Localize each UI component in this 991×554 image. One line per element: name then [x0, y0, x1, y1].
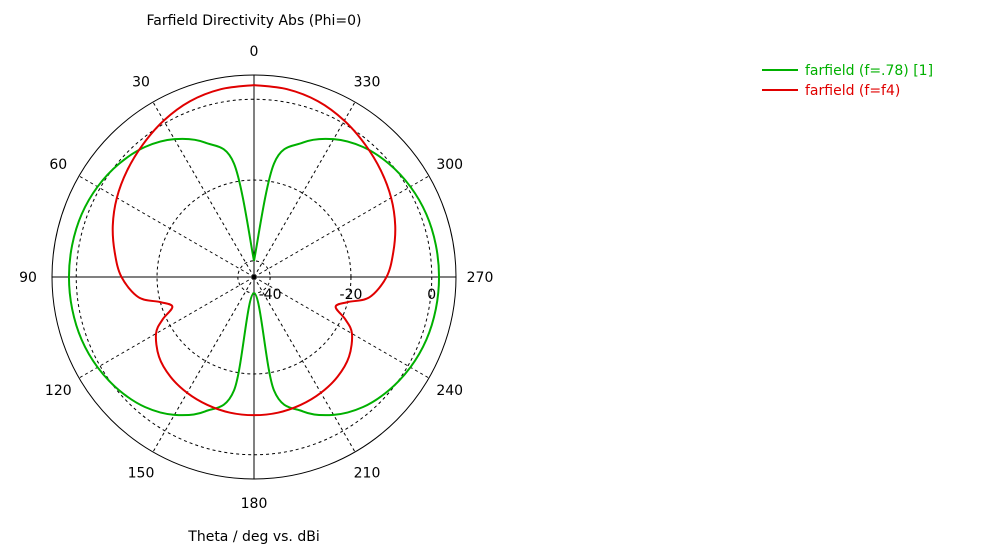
legend-label: farfield (f=f4) [805, 83, 900, 99]
angle-grid-line [78, 276, 255, 379]
series-line-2 [111, 84, 397, 417]
angle-grid-line [253, 101, 356, 278]
radial-tick-label: -20 [340, 287, 363, 303]
angle-tick-label: 0 [250, 44, 259, 60]
angle-grid-line [253, 276, 430, 379]
legend: farfield (f=.78) [1] farfield (f=f4) [762, 63, 933, 99]
radial-tick-labels: -40 -20 0 [259, 287, 436, 303]
angle-grid-line [152, 101, 255, 278]
series-layer [67, 84, 441, 417]
angle-tick-label: 300 [436, 157, 463, 173]
polar-grid [51, 74, 457, 480]
angle-tick-label: 240 [436, 383, 463, 399]
chart-title: Farfield Directivity Abs (Phi=0) [147, 13, 362, 29]
angle-tick-label: 270 [467, 270, 494, 286]
angle-tick-labels: 0 30 60 90 120 150 180 210 240 270 300 330 [19, 44, 493, 512]
x-axis-label: Theta / deg vs. dBi [187, 529, 319, 545]
angle-tick-label: 30 [132, 74, 150, 90]
angle-grid-line [78, 175, 255, 278]
angle-tick-label: 120 [45, 383, 72, 399]
legend-label: farfield (f=.78) [1] [805, 63, 933, 79]
angle-tick-label: 60 [49, 157, 67, 173]
angle-tick-label: 150 [128, 466, 155, 482]
angle-grid-line [253, 276, 356, 453]
angle-grid-line [152, 276, 255, 453]
angle-grid-line [253, 175, 430, 278]
radial-tick-label: 0 [427, 287, 436, 303]
angle-tick-label: 210 [354, 466, 381, 482]
series-line-1 [67, 137, 441, 417]
angle-tick-label: 90 [19, 270, 37, 286]
radial-tick-label: -40 [259, 287, 282, 303]
angle-tick-label: 330 [354, 74, 381, 90]
center-dot [251, 274, 257, 280]
angle-tick-label: 180 [241, 496, 268, 512]
